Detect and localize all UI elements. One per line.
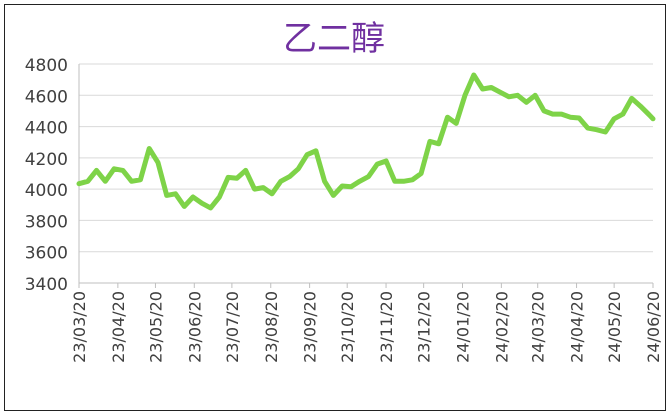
x-tick-label: 23/03/20 xyxy=(70,291,89,363)
x-tick-label: 23/06/20 xyxy=(185,291,204,363)
x-tick-label: 24/04/20 xyxy=(568,291,587,363)
x-tick-label: 24/05/20 xyxy=(605,291,624,363)
x-tick-label: 24/06/20 xyxy=(644,291,663,363)
x-tick-label: 23/10/20 xyxy=(338,291,357,363)
x-tick-label: 24/01/20 xyxy=(454,291,473,363)
y-tick-label: 4600 xyxy=(25,87,68,107)
x-tick-label: 23/08/20 xyxy=(262,291,281,363)
grid-lines xyxy=(79,63,653,253)
x-tick-label: 23/11/20 xyxy=(377,291,396,363)
axes xyxy=(78,64,654,288)
y-tick-label: 3800 xyxy=(25,212,68,232)
x-tick-label: 24/02/20 xyxy=(492,291,511,363)
x-tick-label: 23/05/20 xyxy=(146,291,165,363)
x-tick-label: 23/04/20 xyxy=(109,291,128,363)
x-tick-label: 23/12/20 xyxy=(415,291,434,363)
y-tick-labels: 3400 3600 3800 4000 4200 4400 4600 4800 xyxy=(25,56,68,295)
x-tick-label: 24/03/20 xyxy=(529,291,548,363)
chart-title: 乙二醇 xyxy=(283,19,385,59)
x-tick-labels: 23/03/20 23/04/20 23/05/20 23/06/20 23/07/20… xyxy=(70,291,663,363)
x-tick-label: 23/07/20 xyxy=(223,291,242,363)
series-layer xyxy=(76,72,656,211)
y-tick-label: 4000 xyxy=(25,181,68,201)
y-tick-label: 3600 xyxy=(25,244,68,264)
y-tick-label: 3400 xyxy=(25,275,68,295)
x-tick-label: 23/09/20 xyxy=(301,291,320,363)
y-tick-label: 4800 xyxy=(25,56,68,76)
chart-frame xyxy=(4,4,666,411)
y-tick-label: 4400 xyxy=(25,119,68,139)
y-tick-label: 4200 xyxy=(25,150,68,170)
